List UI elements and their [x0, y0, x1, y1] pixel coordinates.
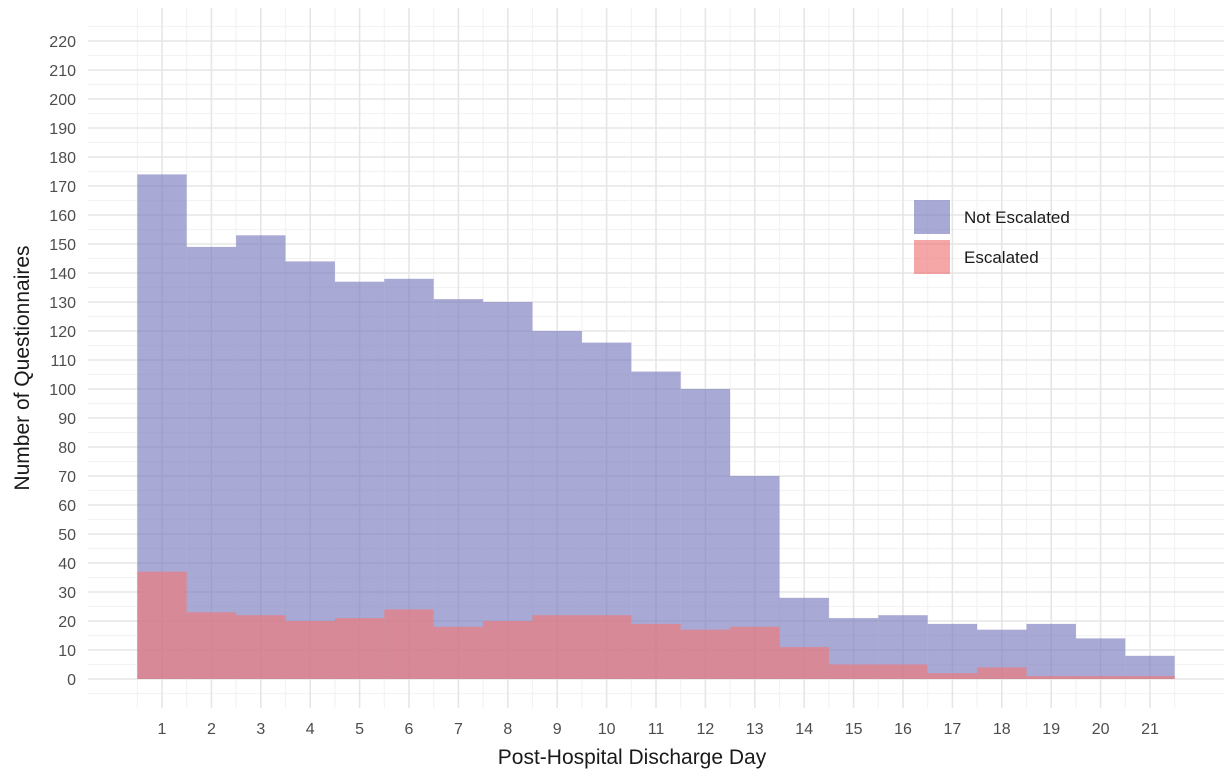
x-tick-label: 14	[795, 721, 813, 738]
bar-escalated-day-1	[137, 571, 187, 679]
y-tick-label: 190	[49, 121, 76, 138]
x-tick-label: 20	[1092, 721, 1110, 738]
bar-escalated-day-8	[483, 621, 533, 679]
legend-swatch-not-escalated	[914, 200, 950, 234]
bar-escalated-day-11	[631, 623, 681, 679]
bar-escalated-day-9	[532, 615, 582, 679]
y-tick-label: 220	[49, 34, 76, 51]
x-tick-label: 7	[454, 721, 463, 738]
y-tick-label: 20	[58, 614, 76, 631]
x-tick-label: 2	[207, 721, 216, 738]
y-axis-title: Number of Questionnaires	[11, 245, 34, 490]
legend-label-escalated: Escalated	[964, 248, 1039, 267]
y-tick-label: 120	[49, 324, 76, 341]
x-tick-label: 19	[1042, 721, 1060, 738]
bar-escalated-day-5	[334, 618, 385, 679]
y-tick-label: 0	[67, 672, 76, 689]
y-tick-label: 60	[58, 498, 76, 515]
y-tick-label: 40	[58, 556, 76, 573]
bar-not-escalated-day-3	[236, 235, 286, 680]
bar-escalated-day-10	[581, 615, 632, 679]
y-tick-label: 200	[49, 92, 76, 109]
y-tick-label: 80	[58, 440, 76, 457]
bar-not-escalated-day-4	[285, 261, 335, 679]
x-tick-label: 11	[648, 721, 665, 738]
y-tick-label: 130	[49, 295, 76, 312]
y-tick-label: 10	[58, 643, 76, 660]
bar-not-escalated-day-8	[483, 302, 533, 679]
y-tick-label: 110	[50, 353, 76, 370]
x-tick-label: 16	[894, 721, 912, 738]
y-tick-label: 210	[49, 63, 76, 80]
x-tick-label: 13	[746, 721, 764, 738]
bar-escalated-day-14	[779, 647, 829, 679]
bar-escalated-day-15	[828, 664, 879, 679]
bar-escalated-day-4	[285, 621, 335, 679]
bar-not-escalated-day-7	[433, 299, 484, 679]
x-tick-label: 21	[1141, 721, 1159, 738]
x-tick-label: 17	[944, 721, 962, 738]
bar-escalated-day-3	[236, 615, 286, 679]
bar-not-escalated-day-20	[1075, 638, 1126, 679]
y-tick-label: 100	[49, 382, 76, 399]
x-tick-label: 6	[405, 721, 414, 738]
bar-escalated-day-6	[384, 609, 434, 679]
x-tick-label: 5	[355, 721, 364, 738]
x-tick-label: 18	[993, 721, 1011, 738]
y-tick-label: 150	[49, 237, 76, 254]
x-tick-label: 4	[306, 721, 315, 738]
y-tick-label: 140	[49, 266, 76, 283]
y-tick-labels: 0 10 20 30 40 50 60 70 80 90 100 110 120 130 140 150 160…	[49, 34, 76, 689]
x-tick-label: 9	[553, 721, 562, 738]
x-tick-label: 10	[598, 721, 616, 738]
bar-escalated-day-7	[433, 626, 484, 679]
y-tick-label: 70	[58, 469, 76, 486]
y-tick-label: 170	[49, 179, 76, 196]
bar-escalated-day-16	[878, 664, 928, 679]
x-tick-label: 8	[503, 721, 512, 738]
y-tick-label: 90	[58, 411, 76, 428]
bar-escalated-day-18	[977, 667, 1027, 679]
bar-not-escalated-day-2	[186, 246, 237, 679]
x-tick-label: 15	[845, 721, 863, 738]
bar-escalated-day-19	[1026, 676, 1076, 679]
y-tick-label: 160	[49, 208, 76, 225]
bar-escalated-day-2	[186, 612, 237, 679]
bar-escalated-day-13	[730, 626, 780, 679]
y-tick-label: 50	[58, 527, 76, 544]
x-tick-label: 3	[256, 721, 265, 738]
legend-label-not-escalated: Not Escalated	[964, 208, 1070, 227]
bar-escalated-day-21	[1125, 676, 1175, 679]
bar-escalated-day-17	[927, 673, 978, 679]
x-tick-label: 12	[697, 721, 715, 738]
bar-not-escalated-day-17	[927, 623, 978, 679]
legend: Not Escalated Escalated	[914, 200, 1070, 274]
series-escalated	[137, 571, 1175, 679]
x-tick-labels: 1 2 3 4 5 6 7 8 9 10 11 12 13 14 15 16 17 18 19 20 21	[158, 721, 1159, 738]
x-tick-label: 1	[158, 721, 167, 738]
bar-escalated-day-12	[680, 629, 731, 679]
bar-not-escalated-day-5	[334, 281, 385, 679]
bar-not-escalated-day-21	[1125, 655, 1175, 679]
bar-not-escalated-day-19	[1026, 623, 1076, 679]
y-tick-label: 180	[49, 150, 76, 167]
y-tick-label: 30	[58, 585, 76, 602]
bar-escalated-day-20	[1075, 676, 1126, 679]
x-axis-title: Post-Hospital Discharge Day	[498, 746, 767, 769]
legend-swatch-escalated	[914, 240, 950, 274]
